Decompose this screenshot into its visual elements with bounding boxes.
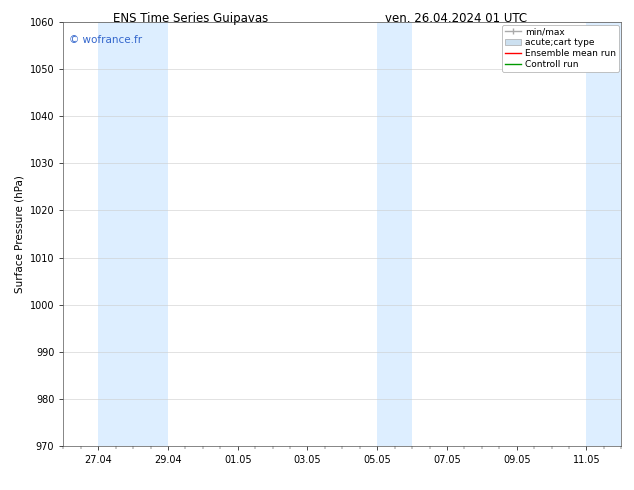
Bar [98,22,168,446]
Text: © wofrance.fr: © wofrance.fr [69,35,142,45]
Bar [586,22,621,446]
Text: ENS Time Series Guipavas: ENS Time Series Guipavas [113,12,268,25]
Bar [377,22,412,446]
Y-axis label: Surface Pressure (hPa): Surface Pressure (hPa) [14,175,24,293]
Legend: min/max, acute;cart type, Ensemble mean run, Controll run: min/max, acute;cart type, Ensemble mean … [502,25,619,72]
Text: ven. 26.04.2024 01 UTC: ven. 26.04.2024 01 UTC [385,12,527,25]
